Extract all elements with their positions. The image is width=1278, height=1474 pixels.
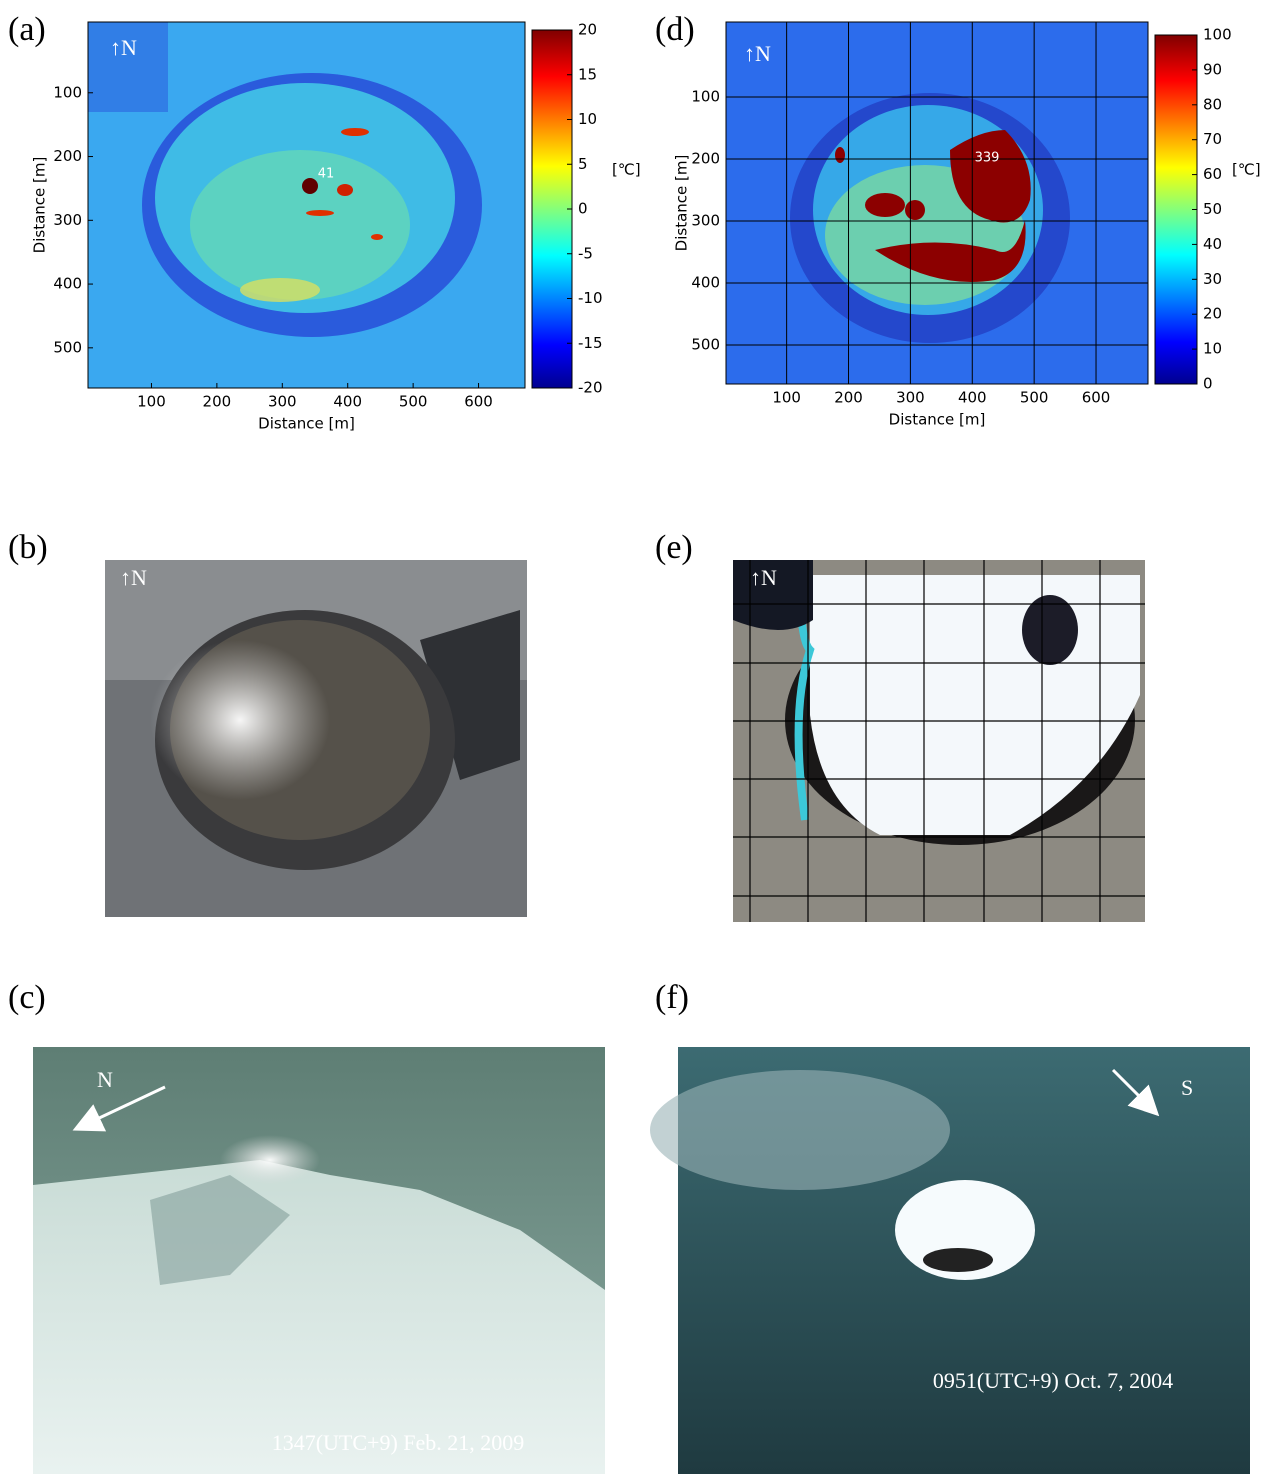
colorbar-tick-label: 0 [1203,375,1213,393]
panel-label: (b) [8,529,48,566]
colorbar-tick-label: 20 [1203,305,1222,323]
x-axis-label: Distance [m] [258,415,355,433]
x-tick-label: 600 [1082,389,1111,407]
x-tick-label: 200 [203,393,232,411]
panel-label: (c) [8,979,46,1016]
x-tick-label: 400 [958,389,987,407]
x-tick-label: 500 [1020,389,1049,407]
colorbar-tick-label: 50 [1203,200,1222,218]
colorbar-tick-label: 100 [1203,26,1232,44]
y-axis-label: Distance [m] [31,157,49,254]
colorbar-tick-label: 0 [578,200,588,218]
x-tick-label: 200 [834,389,863,407]
colorbar-tick-label: 10 [1203,340,1222,358]
y-tick-label: 400 [691,273,720,291]
y-tick-label: 500 [53,338,82,356]
colorbar-tick-label: 15 [578,65,597,83]
colorbar-tick-label: 60 [1203,165,1222,183]
y-tick-label: 300 [691,211,720,229]
x-axis-label: Distance [m] [889,411,986,429]
photo-c [33,1047,605,1474]
colorbar-unit: [℃] [612,161,641,179]
photo-e [733,560,1145,922]
photo-caption: 1347(UTC+9) Feb. 21, 2009 [272,1430,525,1455]
panel-label: (d) [655,11,695,48]
x-tick-label: 600 [464,393,493,411]
direction-marker: S [1181,1075,1193,1100]
north-marker: ↑N [120,565,147,590]
figure: (a)↑N100200300400500600100200300400500Di… [0,0,1278,1474]
colorbar-a [532,30,572,388]
y-tick-label: 100 [691,88,720,106]
north-marker: ↑N [110,35,137,60]
photo-b [105,560,527,917]
colorbar-tick-label: 80 [1203,95,1222,113]
y-axis-label: Distance [m] [673,155,691,252]
north-marker: ↑N [750,565,777,590]
colorbar-unit: [℃] [1232,161,1261,179]
colorbar-d [1155,35,1197,384]
thermal-map-a [88,22,525,388]
photo-caption: 0951(UTC+9) Oct. 7, 2004 [933,1368,1173,1393]
colorbar-tick-label: 5 [578,155,588,173]
colorbar-tick-label: 40 [1203,235,1222,253]
north-marker: ↑N [744,41,771,66]
x-tick-label: 400 [333,393,362,411]
thermal-map-d [726,22,1148,384]
colorbar-tick-label: 90 [1203,60,1222,78]
panel-label: (e) [655,529,693,566]
y-tick-label: 400 [53,275,82,293]
y-tick-label: 100 [53,83,82,101]
colorbar-tick-label: -10 [578,289,603,307]
panel-label: (a) [8,11,46,48]
direction-marker: N [97,1067,113,1092]
annotation: 339 [975,151,1000,166]
colorbar-tick-label: 20 [578,21,597,39]
y-tick-label: 300 [53,211,82,229]
y-tick-label: 500 [691,335,720,353]
photo-f [650,1047,1250,1474]
colorbar-tick-label: 30 [1203,270,1222,288]
x-tick-label: 300 [268,393,297,411]
colorbar-tick-label: 10 [578,110,597,128]
colorbar-tick-label: -15 [578,334,603,352]
x-tick-label: 500 [399,393,428,411]
panel-label: (f) [655,979,689,1016]
x-tick-label: 300 [896,389,925,407]
x-tick-label: 100 [137,393,166,411]
annotation: 41 [318,167,335,182]
colorbar-tick-label: -20 [578,379,603,397]
y-tick-label: 200 [691,149,720,167]
x-tick-label: 100 [772,389,801,407]
colorbar-tick-label: 70 [1203,130,1222,148]
colorbar-tick-label: -5 [578,244,593,262]
y-tick-label: 200 [53,147,82,165]
